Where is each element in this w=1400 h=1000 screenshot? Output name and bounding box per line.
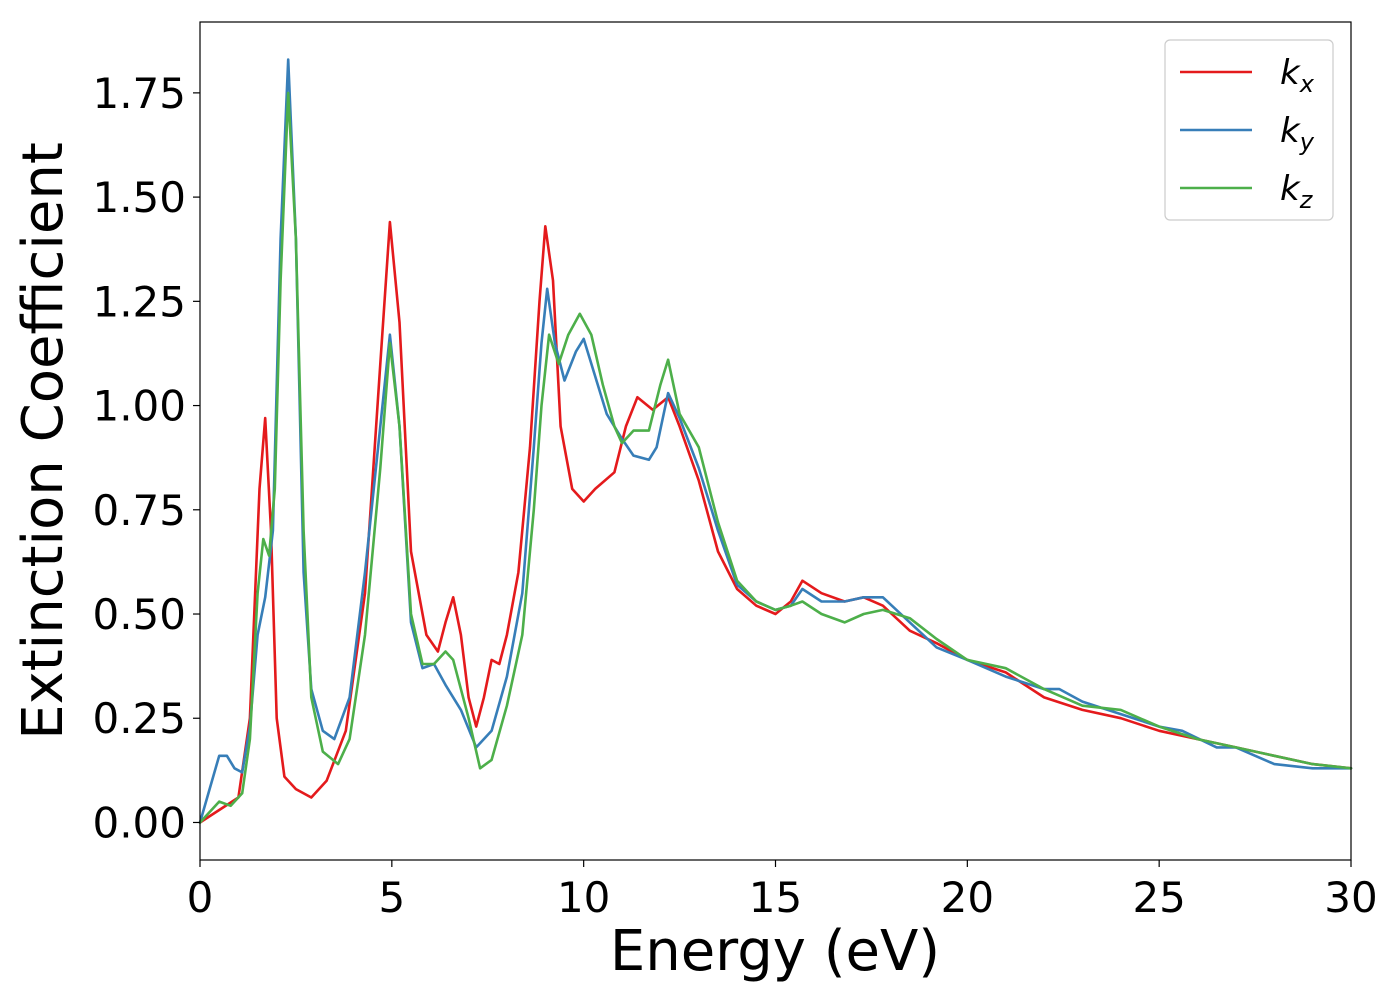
x-tick-label: 15 — [749, 873, 802, 922]
y-tick-label: 0.50 — [92, 590, 186, 639]
x-tick-label: 5 — [378, 873, 405, 922]
y-tick-label: 1.00 — [92, 382, 186, 431]
legend-label-x: kx — [1280, 53, 1315, 98]
y-tick-label: 0.00 — [92, 798, 186, 847]
legend-label-y: ky — [1280, 111, 1315, 156]
y-axis-title: Extinction Coefficient — [11, 142, 76, 740]
y-tick-label: 1.75 — [92, 69, 186, 118]
x-axis: 0 5 10 15 20 25 30 — [187, 860, 1378, 922]
x-tick-label: 30 — [1324, 873, 1377, 922]
y-axis: 0.00 0.25 0.50 0.75 1.00 1.25 1.50 1.75 — [92, 69, 200, 847]
y-tick-label: 0.75 — [92, 486, 186, 535]
x-axis-title: Energy (eV) — [610, 919, 940, 984]
series-layer — [198, 58, 1353, 824]
y-tick-label: 0.25 — [92, 694, 186, 743]
y-tick-label: 1.50 — [92, 173, 186, 222]
x-tick-label: 10 — [557, 873, 610, 922]
x-tick-label: 0 — [187, 873, 214, 922]
x-tick-label: 25 — [1132, 873, 1185, 922]
y-tick-label: 1.25 — [92, 277, 186, 326]
x-tick-label: 20 — [941, 873, 994, 922]
series-line-z — [198, 91, 1353, 824]
legend: kx ky kz — [1164, 39, 1334, 221]
legend-label-z: kz — [1280, 169, 1314, 214]
